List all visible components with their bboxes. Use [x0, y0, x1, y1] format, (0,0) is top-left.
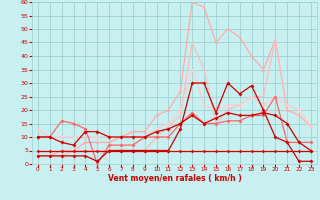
X-axis label: Vent moyen/en rafales ( km/h ): Vent moyen/en rafales ( km/h ): [108, 174, 241, 183]
